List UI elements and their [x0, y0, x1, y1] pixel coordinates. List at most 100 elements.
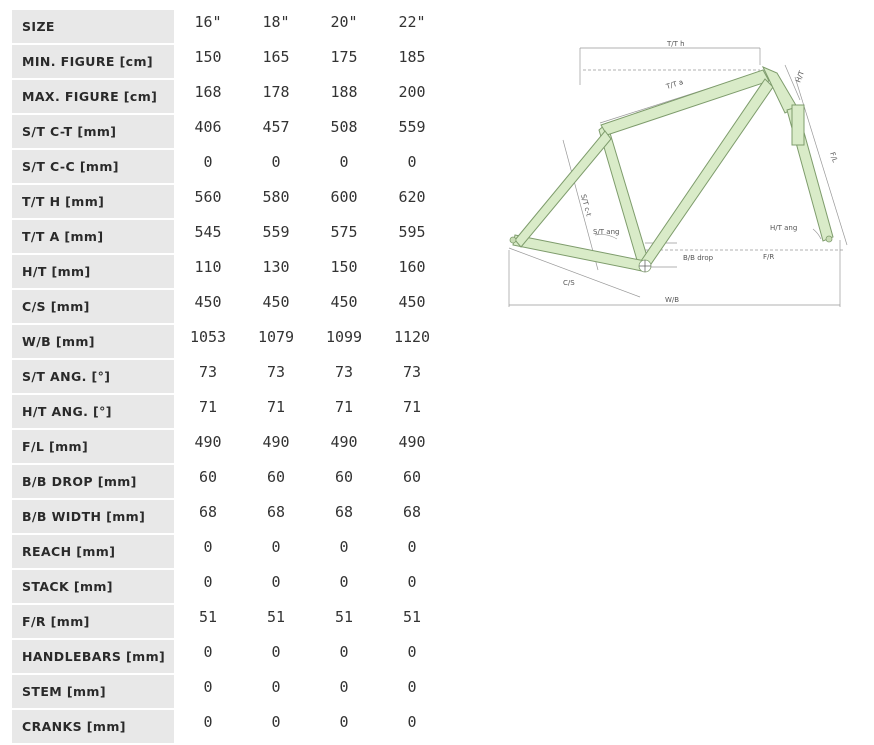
- row-label: CRANKS [mm]: [12, 709, 174, 745]
- row-value-cell: 51: [174, 604, 242, 640]
- size-header-cell: 22": [378, 10, 446, 45]
- row-value-cell: 0: [310, 709, 378, 745]
- row-value-cell: 73: [242, 359, 310, 395]
- row-value-cell: 0: [174, 569, 242, 605]
- row-value-cell: 0: [242, 709, 310, 745]
- row-value-cell: 200: [378, 79, 446, 115]
- row-label: F/L [mm]: [12, 429, 174, 465]
- row-label: C/S [mm]: [12, 289, 174, 325]
- row-value-cell: 71: [242, 394, 310, 430]
- fr-label: F/R: [763, 253, 774, 261]
- row-value-cell: 0: [174, 639, 242, 675]
- table-row: REACH [mm] 0 0 0 0: [12, 534, 446, 570]
- row-value-cell: 490: [310, 429, 378, 465]
- row-value-cell: 110: [174, 254, 242, 290]
- row-label: S/T C-C [mm]: [12, 149, 174, 185]
- row-value-cell: 60: [174, 464, 242, 500]
- row-value-cell: 60: [242, 464, 310, 500]
- cs-label: C/S: [563, 279, 575, 287]
- row-label: MAX. FIGURE [cm]: [12, 79, 174, 115]
- row-value-cell: 0: [242, 674, 310, 710]
- row-value-cell: 150: [310, 254, 378, 290]
- row-value-cell: 575: [310, 219, 378, 255]
- row-value-cell: 0: [242, 149, 310, 185]
- row-value-cell: 175: [310, 44, 378, 80]
- row-label: S/T ANG. [°]: [12, 359, 174, 395]
- row-value-cell: 580: [242, 184, 310, 220]
- row-value-cell: 457: [242, 114, 310, 150]
- fl-label: F/L: [828, 151, 839, 163]
- row-label: MIN. FIGURE [cm]: [12, 44, 174, 80]
- row-label: W/B [mm]: [12, 324, 174, 360]
- row-value-cell: 490: [242, 429, 310, 465]
- row-label: HANDLEBARS [mm]: [12, 639, 174, 675]
- row-value-cell: 60: [378, 464, 446, 500]
- row-value-cell: 560: [174, 184, 242, 220]
- row-value-cell: 51: [242, 604, 310, 640]
- row-value-cell: 1053: [174, 324, 242, 360]
- row-value-cell: 450: [378, 289, 446, 325]
- row-value-cell: 51: [310, 604, 378, 640]
- table-header-row: SIZE 16" 18" 20" 22": [12, 10, 446, 45]
- row-value-cell: 71: [174, 394, 242, 430]
- table-row: C/S [mm] 450 450 450 450: [12, 289, 446, 325]
- tt-a-label: T/T a: [664, 78, 684, 91]
- row-value-cell: 0: [378, 534, 446, 570]
- row-value-cell: 0: [310, 674, 378, 710]
- row-label: STACK [mm]: [12, 569, 174, 605]
- row-value-cell: 0: [174, 709, 242, 745]
- row-value-cell: 406: [174, 114, 242, 150]
- row-value-cell: 73: [174, 359, 242, 395]
- table-row: B/B WIDTH [mm] 68 68 68 68: [12, 499, 446, 535]
- row-value-cell: 68: [378, 499, 446, 535]
- row-value-cell: 0: [378, 639, 446, 675]
- row-value-cell: 1099: [310, 324, 378, 360]
- row-value-cell: 71: [378, 394, 446, 430]
- table-row: W/B [mm] 1053 1079 1099 1120: [12, 324, 446, 360]
- row-value-cell: 71: [310, 394, 378, 430]
- st-ang-label: S/T ang: [593, 228, 619, 236]
- row-value-cell: 450: [310, 289, 378, 325]
- bb-drop-label: B/B drop: [683, 254, 714, 262]
- table-row: T/T A [mm] 545 559 575 595: [12, 219, 446, 255]
- row-value-cell: 0: [174, 674, 242, 710]
- geometry-table: SIZE 16" 18" 20" 22" MIN. FIGURE [cm] 150 165 17…: [12, 10, 446, 745]
- row-value-cell: 559: [378, 114, 446, 150]
- row-label: STEM [mm]: [12, 674, 174, 710]
- row-label: H/T ANG. [°]: [12, 394, 174, 430]
- table-row: H/T ANG. [°] 71 71 71 71: [12, 394, 446, 430]
- row-value-cell: 165: [242, 44, 310, 80]
- table-row: T/T H [mm] 560 580 600 620: [12, 184, 446, 220]
- row-label: B/B DROP [mm]: [12, 464, 174, 500]
- row-value-cell: 178: [242, 79, 310, 115]
- row-value-cell: 508: [310, 114, 378, 150]
- row-value-cell: 0: [174, 534, 242, 570]
- table-row: HANDLEBARS [mm] 0 0 0 0: [12, 639, 446, 675]
- row-value-cell: 450: [242, 289, 310, 325]
- size-header-cell: 20": [310, 10, 378, 45]
- row-value-cell: 73: [310, 359, 378, 395]
- row-label: S/T C-T [mm]: [12, 114, 174, 150]
- row-label: T/T A [mm]: [12, 219, 174, 255]
- row-value-cell: 0: [378, 569, 446, 605]
- row-value-cell: 0: [378, 709, 446, 745]
- row-value-cell: 595: [378, 219, 446, 255]
- row-label: REACH [mm]: [12, 534, 174, 570]
- row-value-cell: 0: [378, 149, 446, 185]
- row-value-cell: 0: [310, 534, 378, 570]
- table-row: MIN. FIGURE [cm] 150 165 175 185: [12, 44, 446, 80]
- row-value-cell: 51: [378, 604, 446, 640]
- row-value-cell: 620: [378, 184, 446, 220]
- size-header-cell: 18": [242, 10, 310, 45]
- row-value-cell: 559: [242, 219, 310, 255]
- row-value-cell: 0: [310, 149, 378, 185]
- table-row: STACK [mm] 0 0 0 0: [12, 569, 446, 605]
- row-value-cell: 68: [310, 499, 378, 535]
- ht-label: H/T: [794, 69, 806, 84]
- row-value-cell: 130: [242, 254, 310, 290]
- row-value-cell: 73: [378, 359, 446, 395]
- table-row: STEM [mm] 0 0 0 0: [12, 674, 446, 710]
- row-value-cell: 1079: [242, 324, 310, 360]
- row-value-cell: 490: [174, 429, 242, 465]
- table-row: CRANKS [mm] 0 0 0 0: [12, 709, 446, 745]
